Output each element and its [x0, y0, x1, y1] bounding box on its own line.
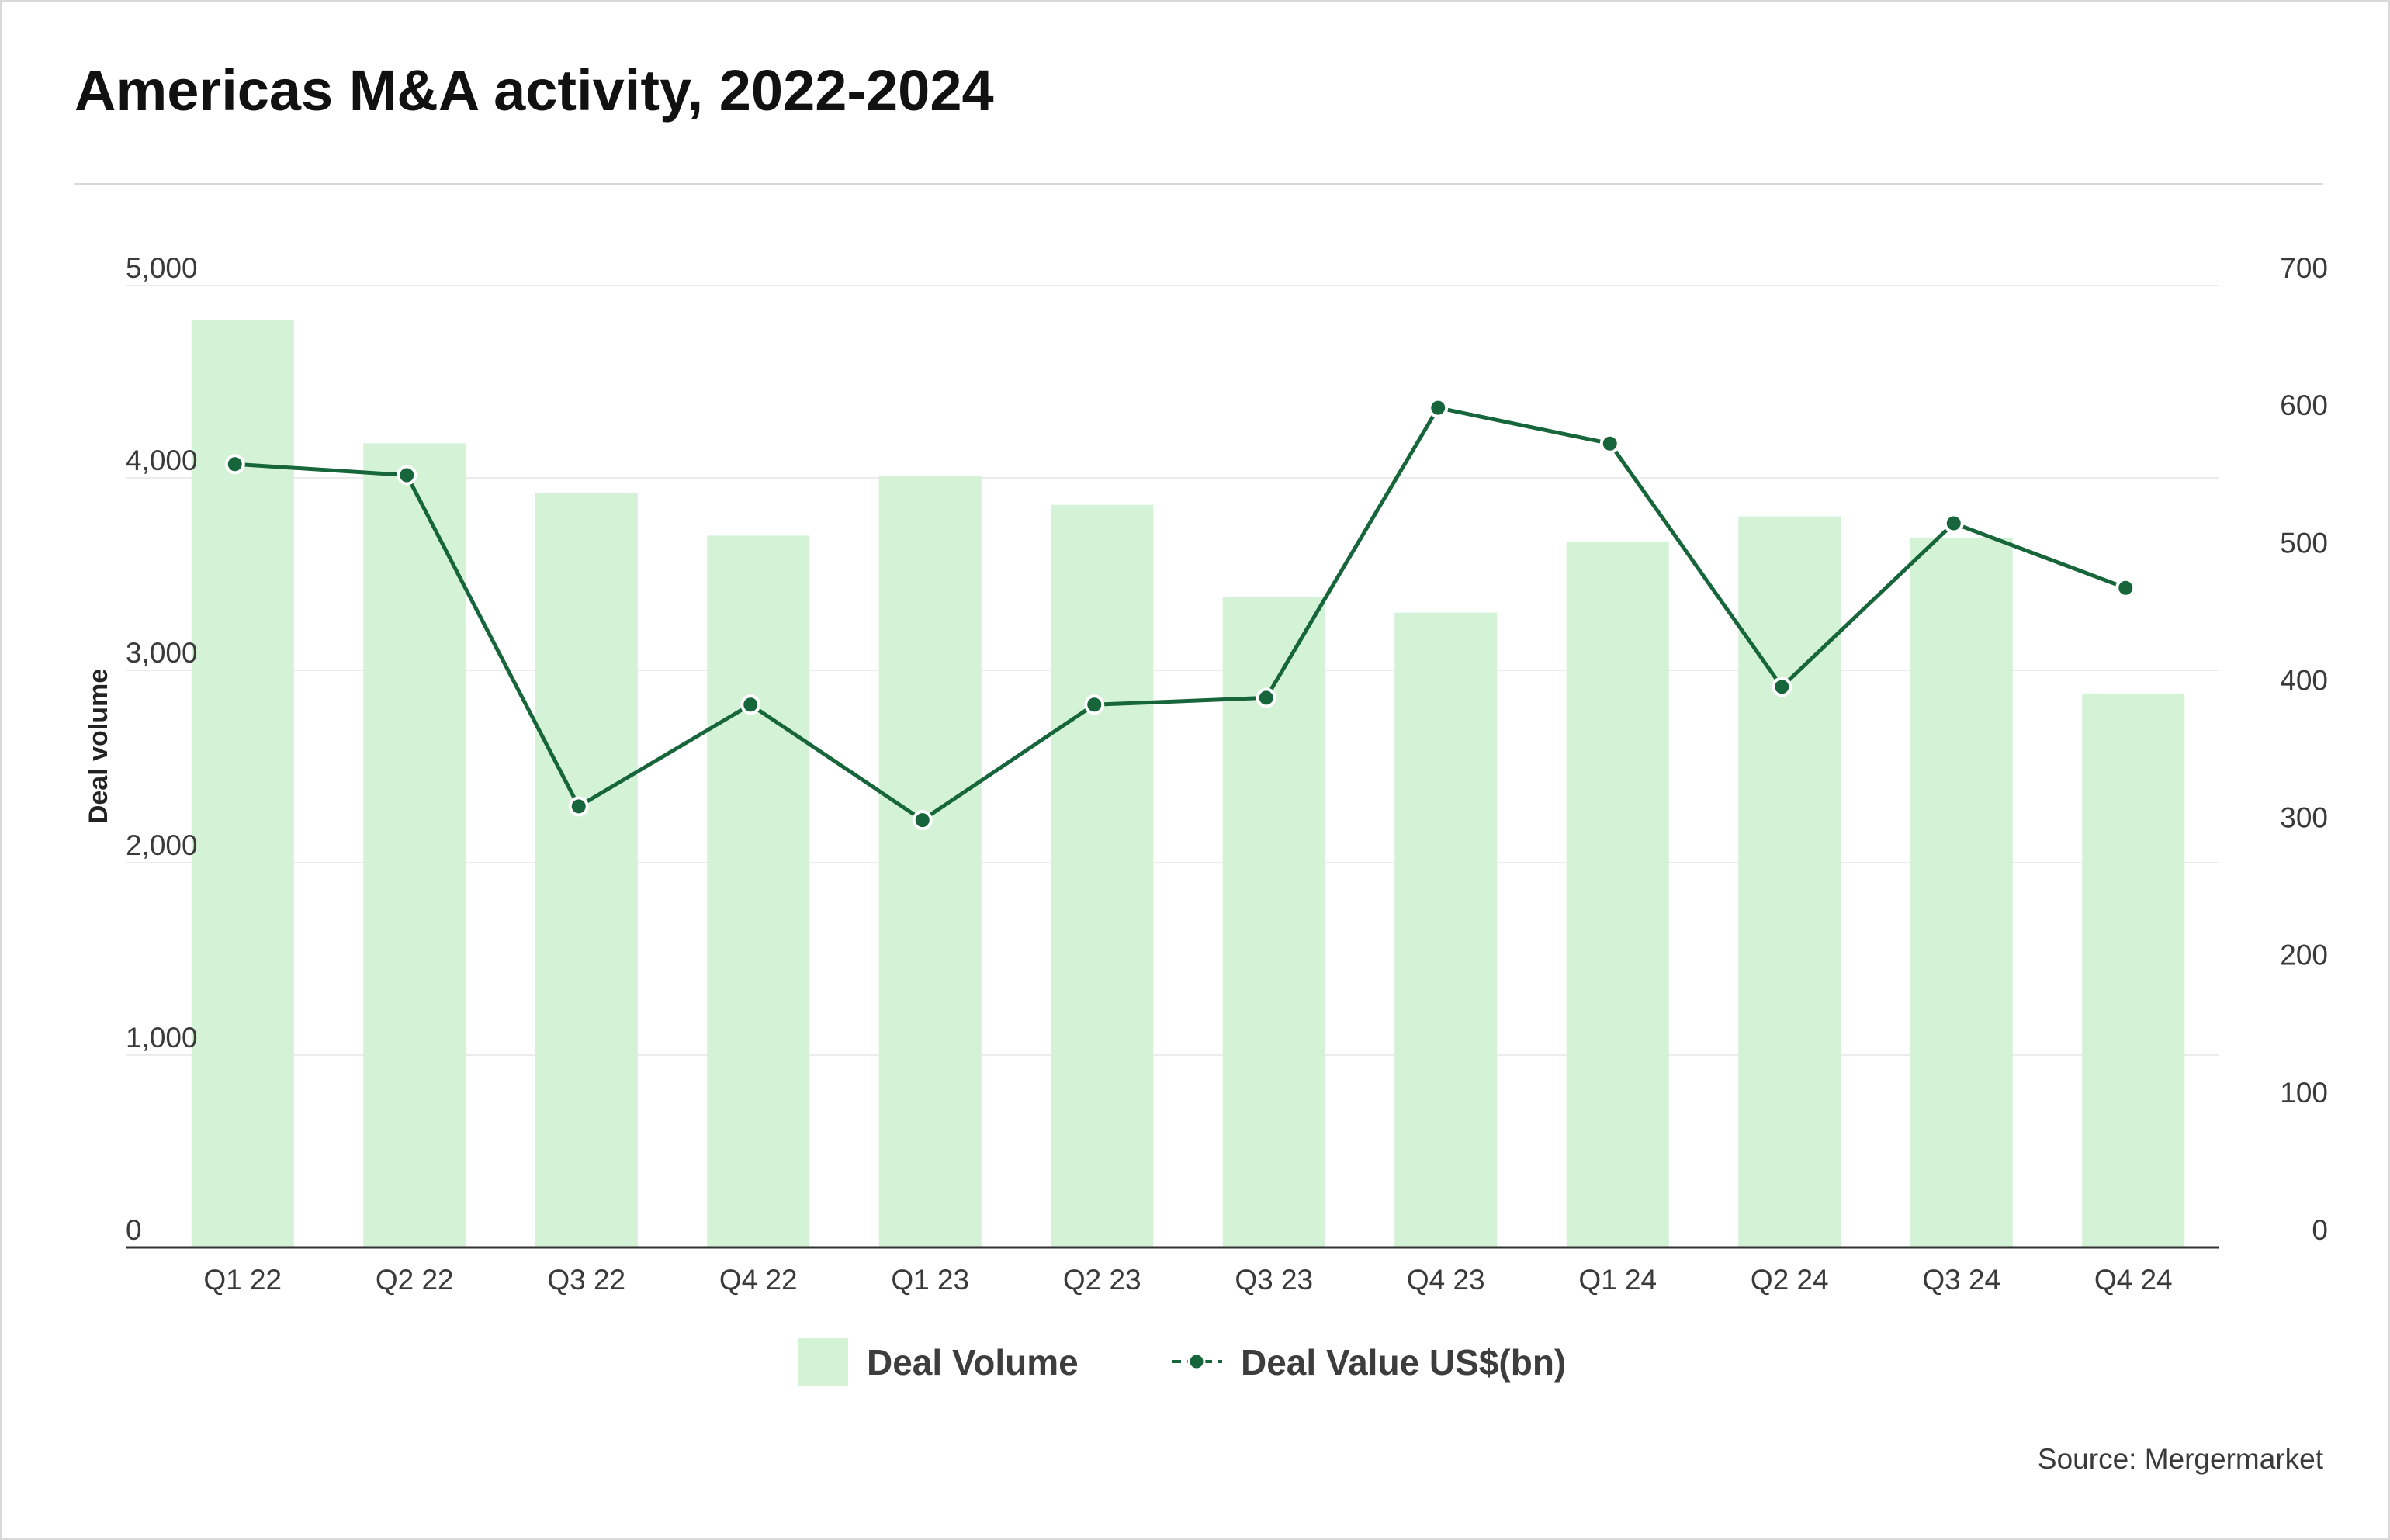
y-right-tick-label: 200 [2280, 940, 2328, 971]
title-divider [74, 183, 2323, 185]
y-tick-label: 3,000 [126, 637, 198, 669]
line-series [224, 397, 2136, 831]
bar [1738, 516, 1841, 1248]
legend-swatch-deal-volume [798, 1338, 848, 1386]
y-right-tick-label: 500 [2280, 527, 2328, 559]
x-tick-label: Q3 24 [1922, 1264, 2000, 1296]
data-point [912, 810, 933, 831]
bar [1222, 597, 1325, 1248]
data-point [397, 465, 417, 486]
axes: 0 1,000 2,000 3,000 4,000 5,000 0 100 200 300 400 5… [126, 252, 2328, 1296]
y-tick-label: 0 [126, 1214, 142, 1246]
data-point [1599, 433, 1620, 454]
x-tick-label: Q2 23 [1063, 1264, 1141, 1296]
source-note: Source: Mergermarket [2037, 1443, 2323, 1475]
y-right-tick-label: 0 [2312, 1214, 2328, 1246]
data-point [740, 694, 761, 715]
data-point [2115, 577, 2136, 598]
bar [1910, 537, 2013, 1248]
x-tick-label: Q1 22 [203, 1264, 282, 1296]
y-tick-label: 1,000 [126, 1022, 198, 1054]
y-right-tick-label: 400 [2280, 664, 2328, 696]
chart-title: Americas M&A activity, 2022-2024 [74, 58, 994, 123]
legend: Deal Volume Deal Value US$(bn) [798, 1338, 1566, 1386]
y-right-tick-label: 700 [2280, 252, 2328, 284]
deal-value-line [234, 406, 2127, 822]
data-point [1772, 677, 1792, 697]
bar [1566, 541, 1669, 1248]
x-tick-label: Q4 22 [719, 1264, 798, 1296]
bar [1394, 612, 1498, 1248]
gridlines [126, 285, 2219, 1056]
y-tick-label: 4,000 [126, 445, 198, 476]
x-tick-label: Q2 24 [1751, 1264, 1829, 1296]
legend-label-deal-volume: Deal Volume [867, 1342, 1079, 1383]
x-tick-label: Q3 22 [547, 1264, 625, 1296]
data-point [1084, 694, 1105, 715]
data-point [568, 796, 589, 817]
y-tick-label: 2,000 [126, 829, 198, 861]
x-tick-label: Q3 23 [1235, 1264, 1313, 1296]
bar [535, 493, 638, 1248]
bar [878, 476, 982, 1248]
data-point [1943, 513, 1964, 534]
y-axis-label: Deal volume [84, 669, 113, 824]
data-point [1428, 397, 1449, 418]
bar [1051, 504, 1154, 1248]
y-right-tick-label: 100 [2280, 1077, 2328, 1109]
y-tick-label: 5,000 [126, 252, 198, 284]
x-tick-label: Q2 22 [376, 1264, 454, 1296]
bar-series [191, 320, 2185, 1248]
y-right-tick-label: 600 [2280, 389, 2328, 421]
bar [707, 535, 810, 1248]
data-point [224, 454, 245, 475]
x-tick-label: Q1 23 [891, 1264, 969, 1296]
bar [2082, 693, 2185, 1248]
legend-label-deal-value: Deal Value US$(bn) [1241, 1342, 1566, 1383]
x-tick-label: Q4 24 [2094, 1264, 2173, 1296]
x-tick-label: Q4 23 [1407, 1264, 1485, 1296]
bar [363, 443, 466, 1248]
data-point [1256, 687, 1276, 708]
legend-marker-deal-value [1187, 1352, 1206, 1371]
x-tick-label: Q1 24 [1578, 1264, 1657, 1296]
y-right-tick-label: 300 [2280, 802, 2328, 834]
bar [191, 320, 294, 1248]
